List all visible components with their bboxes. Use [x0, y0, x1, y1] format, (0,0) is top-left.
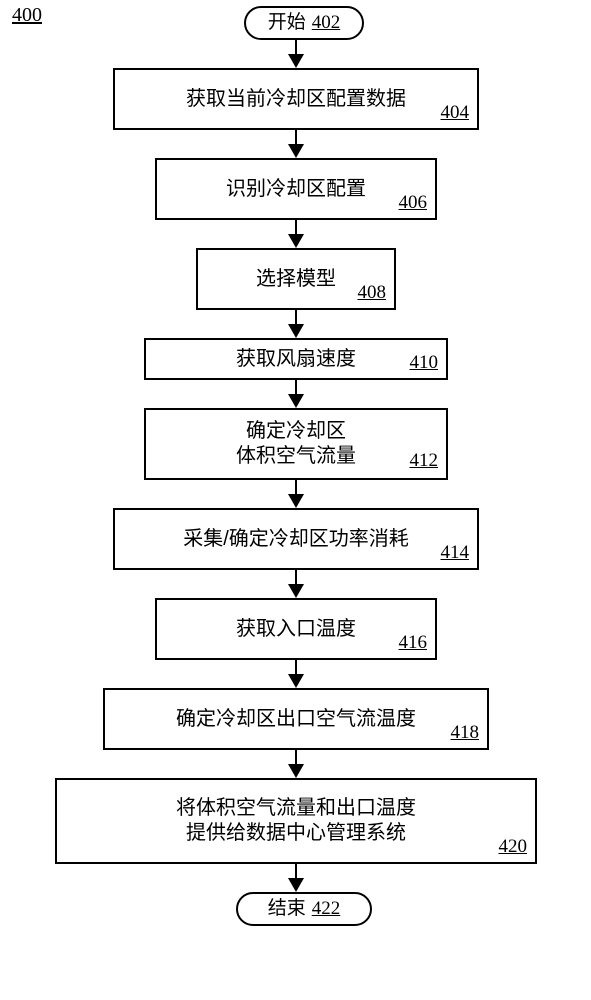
- node-ref: 414: [441, 543, 470, 564]
- node-ref: 408: [358, 283, 387, 304]
- node-ref: 418: [451, 723, 480, 744]
- node-ref: 410: [410, 353, 439, 374]
- flow-node-406: 识别冷却区配置 406: [155, 158, 437, 220]
- flow-node-412: 确定冷却区体积空气流量 412: [144, 408, 448, 480]
- node-label: 获取风扇速度: [236, 347, 356, 372]
- flow-node-408: 选择模型 408: [196, 248, 396, 310]
- flow-node-420: 将体积空气流量和出口温度提供给数据中心管理系统 420: [55, 778, 537, 864]
- flow-node-422: 结束 422: [236, 892, 372, 926]
- flow-node-416: 获取入口温度 416: [155, 598, 437, 660]
- flow-node-402: 开始 402: [244, 6, 364, 40]
- flow-node-414: 采集/确定冷却区功率消耗 414: [113, 508, 479, 570]
- node-label: 采集/确定冷却区功率消耗: [183, 527, 409, 552]
- node-ref: 420: [499, 837, 528, 858]
- node-ref: 422: [312, 899, 341, 920]
- flow-node-418: 确定冷却区出口空气流温度 418: [103, 688, 489, 750]
- node-ref: 406: [399, 193, 428, 214]
- flow-node-404: 获取当前冷却区配置数据 404: [113, 68, 479, 130]
- node-label: 获取当前冷却区配置数据: [186, 87, 406, 112]
- node-label: 开始: [268, 11, 306, 35]
- node-label: 结束: [268, 897, 306, 921]
- node-label: 将体积空气流量和出口温度提供给数据中心管理系统: [176, 796, 416, 846]
- node-ref: 416: [399, 633, 428, 654]
- node-label: 确定冷却区体积空气流量: [236, 419, 356, 469]
- flowchart-canvas: { "type": "flowchart", "figure_id": "400…: [0, 0, 591, 1000]
- node-ref: 412: [410, 451, 439, 472]
- node-label: 获取入口温度: [236, 617, 356, 642]
- node-label: 识别冷却区配置: [226, 177, 366, 202]
- figure-id: 400: [12, 4, 42, 27]
- flow-node-410: 获取风扇速度 410: [144, 338, 448, 380]
- node-ref: 402: [312, 13, 341, 34]
- node-label: 选择模型: [256, 267, 336, 292]
- node-label: 确定冷却区出口空气流温度: [176, 707, 416, 732]
- node-ref: 404: [441, 103, 470, 124]
